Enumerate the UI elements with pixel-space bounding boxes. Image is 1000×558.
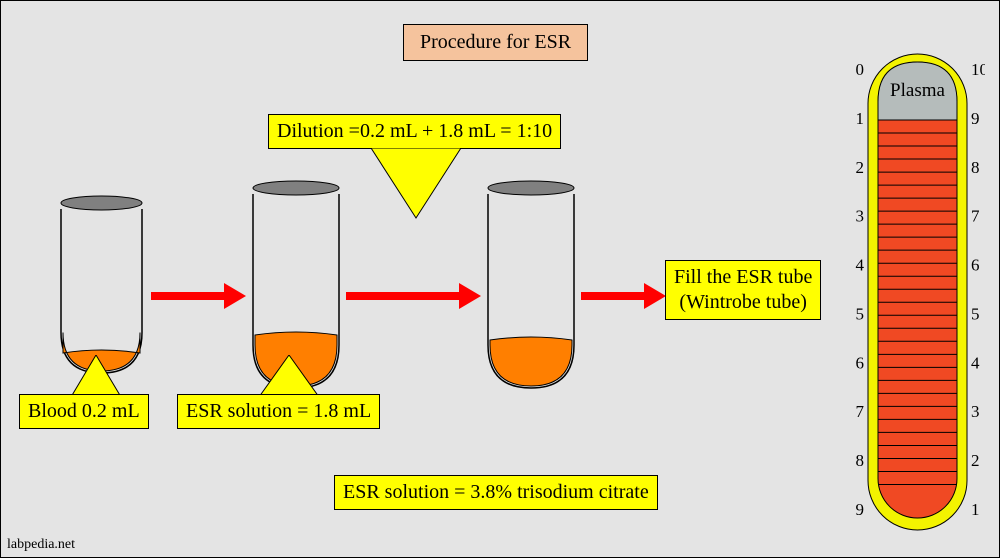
tube-blood [59, 195, 144, 375]
svg-text:5: 5 [971, 304, 980, 323]
svg-text:1: 1 [856, 109, 865, 128]
svg-text:7: 7 [856, 402, 865, 421]
svg-text:2: 2 [971, 451, 980, 470]
svg-text:6: 6 [971, 256, 980, 275]
solution-label: ESR solution = 1.8 mL [177, 394, 380, 429]
svg-text:0: 0 [856, 60, 865, 79]
tube-mixed [486, 180, 576, 390]
blood-text: Blood 0.2 mL [28, 400, 140, 422]
watermark-text: labpedia.net [7, 537, 75, 552]
svg-text:6: 6 [856, 353, 865, 372]
svg-text:8: 8 [971, 158, 980, 177]
arrow-3 [581, 281, 666, 311]
citrate-text: ESR solution = 3.8% trisodium citrate [343, 481, 649, 503]
wintrobe-tube: Plasma 0 10 1 9 2 8 3 7 4 6 5 5 6 4 7 3 8 2 9 1 [850, 52, 985, 532]
svg-text:4: 4 [971, 353, 980, 372]
svg-text:Plasma: Plasma [890, 80, 945, 101]
dilution-label: Dilution =0.2 mL + 1.8 mL = 1:10 [268, 114, 561, 149]
title-text: Procedure for ESR [420, 31, 571, 53]
svg-text:8: 8 [856, 451, 865, 470]
svg-text:9: 9 [856, 500, 865, 519]
tube1-pointer [71, 355, 121, 399]
svg-text:2: 2 [856, 158, 865, 177]
dilution-text: Dilution =0.2 mL + 1.8 mL = 1:10 [277, 120, 552, 142]
dilution-pointer [371, 148, 461, 228]
fill-text-2: (Wintrobe tube) [679, 291, 806, 313]
svg-text:5: 5 [856, 304, 865, 323]
arrow-2 [346, 281, 481, 311]
watermark: labpedia.net [7, 537, 75, 553]
svg-text:9: 9 [971, 109, 980, 128]
fill-text-1: Fill the ESR tube [674, 266, 812, 288]
blood-label: Blood 0.2 mL [19, 394, 149, 429]
svg-text:3: 3 [856, 207, 865, 226]
citrate-label: ESR solution = 3.8% trisodium citrate [334, 475, 658, 510]
svg-text:3: 3 [971, 402, 980, 421]
tube2-pointer [259, 355, 319, 399]
svg-text:4: 4 [856, 256, 865, 275]
page-title: Procedure for ESR [403, 24, 588, 61]
fill-label: Fill the ESR tube (Wintrobe tube) [665, 260, 821, 320]
arrow-1 [151, 281, 246, 311]
svg-text:10: 10 [971, 60, 985, 79]
svg-text:1: 1 [971, 500, 980, 519]
svg-text:7: 7 [971, 207, 980, 226]
solution-text: ESR solution = 1.8 mL [186, 400, 371, 422]
